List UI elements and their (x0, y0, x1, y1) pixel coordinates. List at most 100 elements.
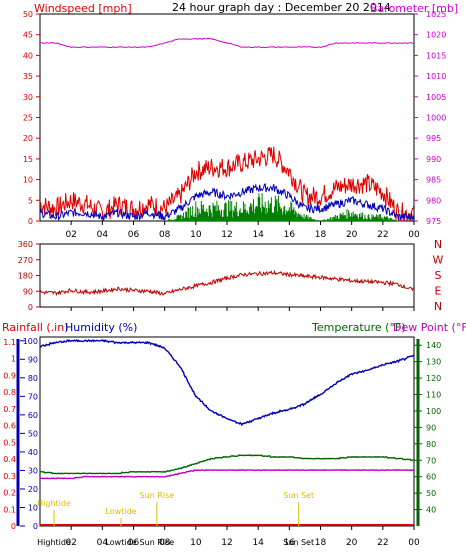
compass-label: S (435, 269, 442, 282)
barometer-series (39, 37, 415, 49)
humidity-y-tick-label: 60 (28, 411, 38, 420)
wind-x-tick-label: 20 (346, 230, 358, 240)
weather-x-tick-label: 04 (97, 538, 109, 548)
wind-gust-series (39, 146, 415, 222)
high-tide-annotation-label: Hightide (37, 499, 71, 508)
compass-label: N (434, 238, 442, 251)
temperature-axis-title: Temperature (°F) (311, 321, 406, 334)
rain-y-tick-label: 0.8 (3, 388, 16, 397)
weather-x-tick-label: 06 (128, 538, 140, 548)
wind-x-tick-label: 12 (221, 230, 232, 240)
humidity-y-tick-label: 10 (28, 503, 38, 512)
wind-x-tick-label: 00 (408, 230, 420, 240)
wind-x-tick-label: 10 (190, 230, 202, 240)
rain-y-tick-label: 0.5 (3, 438, 16, 447)
direction-y-tick-label: 360 (18, 240, 33, 249)
humidity-series (40, 339, 415, 427)
temperature-y-tick-label: 50 (426, 489, 436, 498)
wind-y-tick-label: 5 (28, 196, 33, 205)
high-tide-annotation-axis-label: Hightide (37, 538, 71, 547)
temperature-y-tick-label: 80 (426, 440, 436, 449)
baro-y-tick-label: 990 (426, 155, 441, 164)
compass-label: W (433, 254, 444, 267)
humidity-y-tick-label: 90 (28, 355, 38, 364)
weather-x-tick-label: 12 (221, 538, 232, 548)
temperature-y-tick-label: 140 (426, 341, 441, 350)
rain-y-tick-label: 0.2 (3, 489, 16, 498)
baro-y-tick-label: 980 (426, 196, 441, 205)
baro-y-tick-label: 995 (426, 134, 441, 143)
wind-x-tick-label: 06 (128, 230, 140, 240)
temperature-y-tick-label: 40 (426, 506, 436, 515)
direction-y-tick-label: 90 (23, 287, 33, 296)
rain-y-tick-label: 0.7 (3, 405, 16, 414)
baro-y-tick-label: 1000 (426, 114, 446, 123)
wind-x-tick-label: 02 (65, 230, 76, 240)
rain-y-tick-label: 0 (11, 522, 16, 531)
wind-x-tick-label: 14 (252, 230, 264, 240)
temperature-y-tick-label: 60 (426, 473, 436, 482)
baro-y-tick-label: 1020 (426, 31, 446, 40)
rainfall-axis-title: Rainfall (.in) (2, 321, 69, 334)
direction-y-tick-label: 0 (28, 303, 33, 312)
wind-y-tick-label: 0 (28, 217, 33, 226)
chart-title: 24 hour graph day : December 20 2014 (172, 1, 391, 14)
rain-y-tick-label: 1 (11, 355, 16, 364)
humidity-y-tick-label: 40 (28, 448, 38, 457)
wind-x-tick-label: 16 (284, 230, 296, 240)
humidity-y-tick-label: 50 (28, 429, 38, 438)
wind-x-tick-label: 18 (315, 230, 327, 240)
wind-axis-title: Windspeed [mph] (34, 2, 132, 15)
weather-x-tick-label: 10 (190, 538, 202, 548)
wind-y-tick-label: 30 (23, 93, 33, 102)
direction-y-tick-label: 270 (18, 256, 33, 265)
rain-y-tick-label: 0.3 (3, 472, 16, 481)
dewpoint-series (39, 469, 415, 480)
weather-x-tick-label: 02 (65, 538, 76, 548)
sunset-annotation-label: Sun Set (283, 491, 314, 500)
weather-x-tick-label: 22 (377, 538, 388, 548)
baro-y-tick-label: 1015 (426, 51, 446, 60)
temperature-y-tick-label: 120 (426, 374, 441, 383)
sunset-annotation-axis-label: Sun Set (283, 538, 314, 547)
humidity-y-tick-label: 0 (33, 522, 38, 531)
wind-y-tick-label: 10 (23, 176, 33, 185)
wind-x-tick-label: 22 (377, 230, 388, 240)
direction-y-tick-label: 180 (18, 272, 33, 281)
weather-x-tick-label: 14 (252, 538, 264, 548)
wind-y-tick-label: 25 (23, 114, 33, 123)
weather-x-tick-label: 20 (346, 538, 358, 548)
compass-label: E (435, 285, 442, 298)
weather-x-tick-label: 08 (159, 538, 171, 548)
baro-y-tick-label: 975 (426, 217, 441, 226)
temperature-y-tick-label: 110 (426, 391, 441, 400)
temperature-y-tick-label: 130 (426, 358, 441, 367)
wind-y-tick-label: 40 (23, 51, 33, 60)
wind-y-tick-label: 20 (23, 134, 33, 143)
wind-x-tick-label: 08 (159, 230, 171, 240)
dewpoint-axis-title: Dew Point (°F) (393, 321, 466, 334)
humidity-y-tick-label: 30 (28, 466, 38, 475)
baro-y-tick-label: 1005 (426, 93, 446, 102)
wind-y-tick-label: 50 (23, 10, 33, 19)
temperature-y-tick-label: 100 (426, 407, 441, 416)
wind-average-series (168, 193, 396, 221)
rain-y-tick-label: 1.1 (3, 338, 16, 347)
wind-y-tick-label: 35 (23, 72, 33, 81)
temperature-series (40, 454, 415, 475)
sunrise-annotation-axis-label: Sun Rise (140, 538, 175, 547)
humidity-y-tick-label: 80 (28, 374, 38, 383)
wind-direction-series (39, 269, 415, 297)
barometer-axis-title: Barometer [mb] (370, 2, 458, 15)
baro-y-tick-label: 985 (426, 176, 441, 185)
rain-y-tick-label: 0.1 (3, 505, 16, 514)
rain-y-tick-label: 0.9 (3, 371, 16, 380)
compass-label: N (434, 300, 442, 313)
humidity-y-tick-label: 20 (28, 485, 38, 494)
baro-y-tick-label: 1025 (426, 10, 446, 19)
sunrise-annotation-label: Sun Rise (140, 491, 175, 500)
wind-y-tick-label: 15 (23, 155, 33, 164)
wind-x-tick-label: 04 (97, 230, 109, 240)
rain-y-tick-label: 0.4 (3, 455, 16, 464)
wind-speed-series (39, 183, 415, 222)
